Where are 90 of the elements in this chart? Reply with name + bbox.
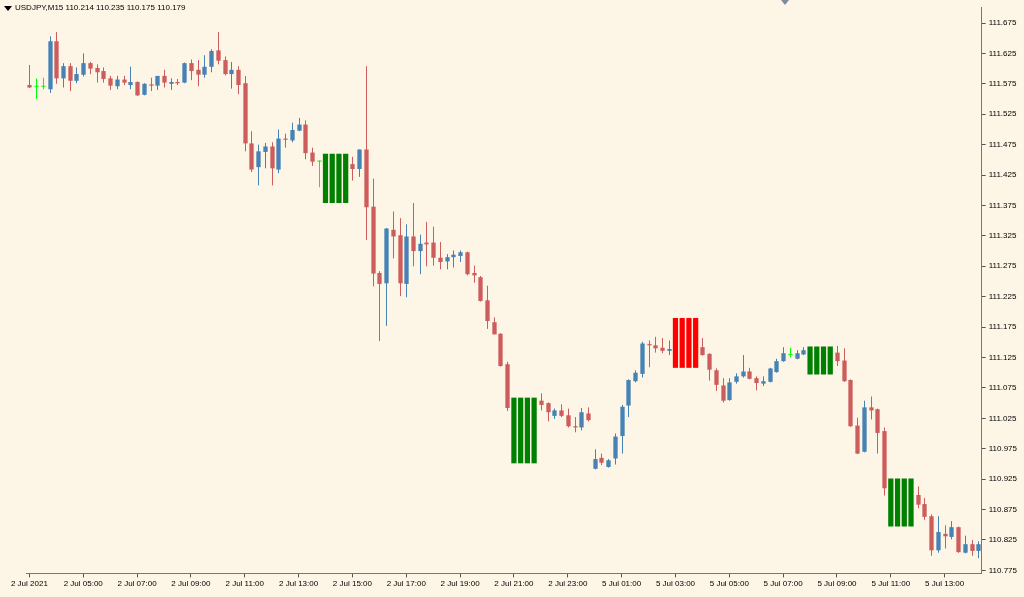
bar <box>894 478 901 527</box>
x-tick-label: 5 Jul 09:00 <box>817 579 858 589</box>
y-tick-label: 111.275 <box>988 261 1017 271</box>
x-tick-label: 2 Jul 11:00 <box>225 579 265 589</box>
candlestick <box>350 156 355 182</box>
candlestick <box>418 234 423 275</box>
candlestick <box>613 433 618 466</box>
candlestick <box>34 77 39 100</box>
x-tick-label: 5 Jul 05:00 <box>709 579 750 589</box>
candlestick <box>283 133 288 149</box>
candlestick <box>431 226 436 267</box>
y-tick-label: 111.475 <box>988 139 1017 149</box>
candlestick <box>61 62 66 88</box>
y-tick-label: 111.175 <box>988 322 1017 332</box>
candlestick <box>270 141 275 186</box>
y-tick-label: 111.675 <box>988 18 1017 28</box>
candlestick <box>943 524 948 549</box>
candlestick <box>566 408 571 428</box>
x-tick-label: 2 Jul 07:00 <box>117 579 158 589</box>
candlestick <box>229 61 234 90</box>
candlestick <box>81 52 86 78</box>
y-tick-label: 111.325 <box>988 231 1017 241</box>
candlestick <box>438 241 443 270</box>
bar <box>322 153 329 204</box>
candlestick <box>936 515 941 554</box>
candlestick <box>128 66 133 90</box>
x-tick-label: 2 Jul 05:00 <box>63 579 104 589</box>
y-tick-label: 111.425 <box>988 170 1017 180</box>
candlestick <box>290 122 295 143</box>
candlestick <box>478 275 483 303</box>
candlestick <box>391 211 396 259</box>
y-tick-label: 110.825 <box>988 535 1018 545</box>
y-tick-label: 111.625 <box>988 48 1017 58</box>
y-tick-label: 111.025 <box>988 413 1017 423</box>
x-tick-label: 5 Jul 01:00 <box>602 579 642 589</box>
x-tick-label: 5 Jul 03:00 <box>655 579 696 589</box>
x-tick-label: 2 Jul 23:00 <box>548 579 588 589</box>
candlestick <box>949 520 954 540</box>
candlestick <box>27 64 32 89</box>
candlestick <box>357 149 362 178</box>
candlestick <box>236 65 241 95</box>
y-tick-label: 111.075 <box>988 383 1017 393</box>
bar <box>672 317 679 368</box>
x-tick-label: 2 Jul 09:00 <box>171 579 212 589</box>
y-tick-label: 111.375 <box>988 200 1017 210</box>
candlestick <box>707 352 712 382</box>
y-tick-label: 110.975 <box>988 443 1018 453</box>
x-tick-label: 2 Jul 15:00 <box>332 579 373 589</box>
y-tick-label: 111.225 <box>988 291 1017 301</box>
candlestick <box>317 159 322 188</box>
candlestick <box>310 147 315 167</box>
bar <box>531 397 537 464</box>
candlestick <box>741 354 746 379</box>
candlestick <box>209 48 214 73</box>
candlestick <box>189 59 194 81</box>
x-tick-label: 5 Jul 11:00 <box>871 579 911 589</box>
candlestick <box>835 345 840 367</box>
candlestick <box>714 367 719 392</box>
x-tick-label: 5 Jul 13:00 <box>925 579 965 589</box>
candlestick <box>196 59 201 87</box>
x-tick-label: 2 Jul 2021 <box>10 579 49 589</box>
candlestick <box>263 142 268 169</box>
candlestick <box>727 377 732 402</box>
y-tick-label: 110.775 <box>988 565 1018 575</box>
x-tick-label: 5 Jul 07:00 <box>763 579 804 589</box>
y-tick-label: 111.575 <box>988 79 1017 89</box>
x-tick-label: 2 Jul 17:00 <box>386 579 427 589</box>
candlestick <box>256 144 261 186</box>
candlestick <box>411 202 416 267</box>
bar <box>827 346 833 375</box>
candlestick <box>721 377 726 403</box>
x-tick-label: 2 Jul 21:00 <box>494 579 535 589</box>
candlestick <box>68 62 73 92</box>
candlestick <box>202 54 207 79</box>
y-tick-label: 111.525 <box>988 109 1017 119</box>
chart-title: USDJPY,M15 110.214 110.235 110.175 110.179 <box>15 3 186 13</box>
bar <box>888 478 894 527</box>
y-tick-label: 110.925 <box>988 474 1018 484</box>
x-tick-label: 2 Jul 19:00 <box>440 579 481 589</box>
y-tick-label: 110.875 <box>988 504 1018 514</box>
candlestick <box>579 407 584 431</box>
candlestick <box>647 339 652 368</box>
candlestick <box>573 416 578 433</box>
candlestick <box>216 31 221 65</box>
x-tick-label: 2 Jul 13:00 <box>279 579 319 589</box>
bar <box>820 346 827 375</box>
candlestick <box>223 55 228 76</box>
y-tick-label: 111.125 <box>988 352 1017 362</box>
bar <box>524 397 531 464</box>
candlestick <box>485 285 490 330</box>
